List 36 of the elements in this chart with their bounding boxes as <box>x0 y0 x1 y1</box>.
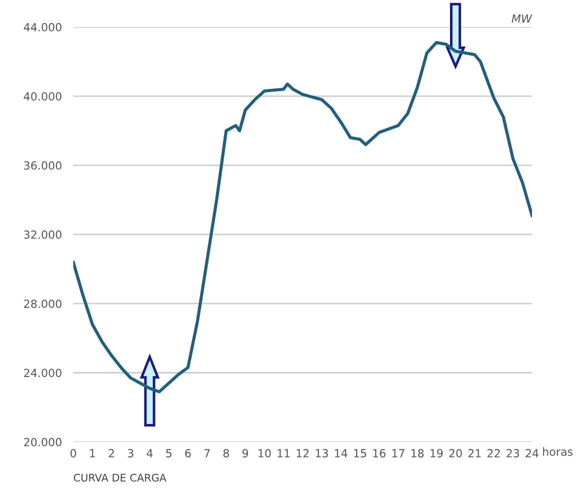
x-tick-label: 1 <box>90 449 95 458</box>
y-tick-label: 36.000 <box>24 161 62 170</box>
text: CURVA DE CARGA <box>74 474 166 482</box>
y-tick-label: 40.000 <box>24 92 62 101</box>
x-tick-label: 15 <box>354 449 366 458</box>
x-tick-label: 14 <box>335 449 348 458</box>
x-tick-label: 24 <box>526 449 538 458</box>
x-tick-label: 17 <box>392 449 404 458</box>
x-tick-label: 22 <box>488 449 500 458</box>
y-tick-label: 44.000 <box>24 22 62 32</box>
x-tick-label: 10 <box>258 449 271 458</box>
x-tick-label: 0 <box>70 449 76 458</box>
x-axis-title: horas <box>543 447 573 456</box>
x-tick-label: 2 <box>108 449 114 458</box>
line-series <box>73 41 532 394</box>
x-tick-label: 9 <box>242 449 248 458</box>
x-tick-label: 3 <box>128 449 134 458</box>
x-tick-label: 19 <box>430 449 443 458</box>
x-tick-label: 11 <box>278 449 290 458</box>
x-tick-label: 23 <box>506 449 520 458</box>
y-tick-label: 32.000 <box>24 230 62 239</box>
x-tick-label: 16 <box>373 449 386 458</box>
x-tick-label: 7 <box>204 449 210 458</box>
x-tick-label: 18 <box>411 449 424 458</box>
y-tick-label: 24.000 <box>24 368 62 378</box>
y-axis-title: MW <box>512 14 532 23</box>
x-tick-label: 12 <box>296 449 309 458</box>
x-tick-label: 8 <box>223 449 229 458</box>
x-tick-label: 13 <box>316 449 328 458</box>
y-tick-label: 20.000 <box>24 438 62 446</box>
x-tick-label: 4 <box>146 449 153 458</box>
x-tick-label: 21 <box>468 449 481 458</box>
x-tick-label: 6 <box>185 449 191 458</box>
x-tick-label: 5 <box>166 449 172 458</box>
x-tick-label: 20 <box>449 449 462 458</box>
y-tick-label: 28.000 <box>24 300 62 308</box>
